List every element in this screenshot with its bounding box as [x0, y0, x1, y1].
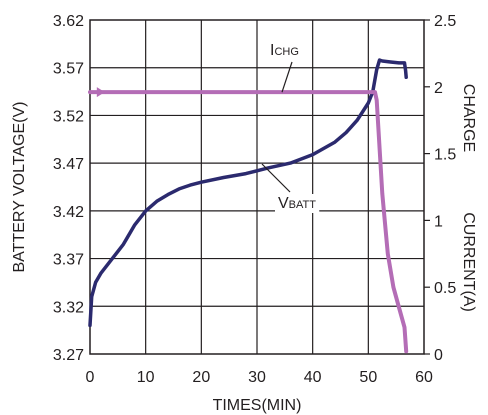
x-tick-label: 40 — [304, 369, 322, 386]
y-right-axis-title-line2: CURRENT(A) — [460, 212, 477, 312]
y-right-tick-label: 0 — [434, 347, 443, 364]
y-left-tick-label: 3.27 — [53, 347, 84, 364]
y-right-axis-ticks: 0 0.5 1 1.5 2 2.5 — [424, 13, 456, 364]
y-right-tick-label: 1.5 — [434, 147, 456, 164]
series-line-ichg — [88, 90, 409, 354]
y-left-tick-label: 3.57 — [53, 61, 84, 78]
x-axis-title: TIMES(MIN) — [213, 397, 302, 414]
series-label-sub: BATT — [289, 199, 317, 211]
x-tick-label: 10 — [137, 369, 155, 386]
grid — [90, 20, 424, 354]
label-background — [267, 41, 302, 60]
ichg-start-marker — [96, 87, 105, 98]
leader-line-ichg — [281, 61, 293, 93]
x-tick-label: 60 — [415, 369, 433, 386]
series-label-ichg: ICHG — [270, 42, 299, 59]
series-label-vbatt: VBATT — [278, 195, 316, 212]
y-left-tick-label: 3.42 — [53, 204, 84, 221]
y-right-tick-label: 1 — [434, 213, 443, 230]
leader-line-vbatt — [261, 163, 291, 193]
x-tick-label: 0 — [86, 369, 95, 386]
series-group — [88, 58, 409, 354]
plot-frame — [89, 19, 425, 355]
label-background — [275, 194, 320, 213]
y-left-tick-label: 3.52 — [53, 108, 84, 125]
y-left-axis-ticks: 3.27 3.32 3.37 3.42 3.47 3.52 3.57 3.62 — [53, 13, 84, 364]
series-label-main: V — [278, 195, 289, 212]
y-left-axis-title: BATTERY VOLTAGE(V) — [11, 102, 28, 273]
y-right-tick-label: 2 — [434, 80, 443, 97]
series-label-sub: CHG — [274, 46, 298, 58]
series-label-main: I — [270, 42, 274, 59]
x-tick-label: 50 — [359, 369, 377, 386]
y-right-axis-title-line1: CHARGE — [460, 84, 477, 152]
y-left-tick-label: 3.47 — [53, 156, 84, 173]
annotations: ICHG VBATT — [261, 41, 320, 213]
x-axis-ticks: 0 10 20 30 40 50 60 — [86, 369, 433, 386]
series-line-vbatt — [88, 58, 408, 328]
y-left-tick-label: 3.32 — [53, 299, 84, 316]
x-tick-label: 20 — [192, 369, 210, 386]
x-tick-label: 30 — [248, 369, 266, 386]
y-left-tick-label: 3.37 — [53, 252, 84, 269]
y-right-tick-label: 0.5 — [434, 280, 456, 297]
y-right-tick-label: 2.5 — [434, 13, 456, 30]
y-left-tick-label: 3.62 — [53, 13, 84, 30]
